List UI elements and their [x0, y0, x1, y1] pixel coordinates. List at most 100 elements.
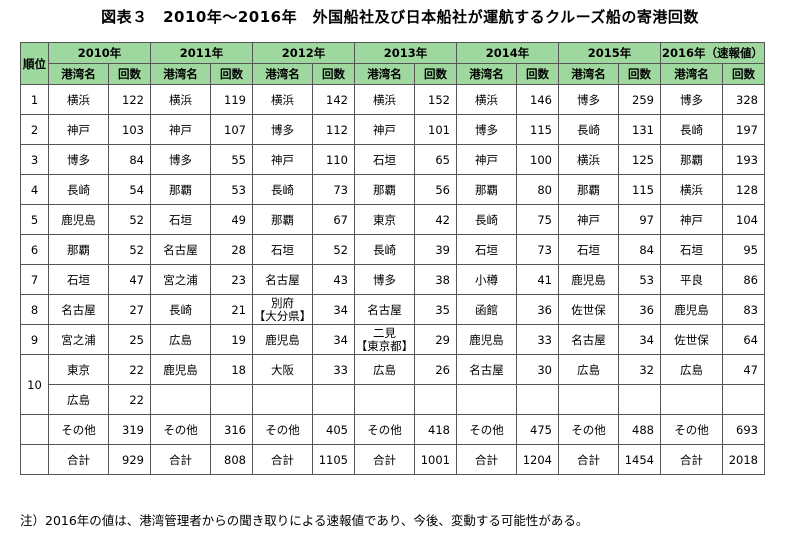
count-cell: 34 [618, 324, 661, 355]
port-name-cell: 博多 [456, 114, 517, 145]
port-name-cell: 佐世保 [558, 294, 619, 325]
port-name-cell: 合計 [150, 444, 211, 475]
count-cell: 36 [516, 294, 559, 325]
port-name-cell: 鹿児島 [456, 324, 517, 355]
rank-cell: 9 [20, 324, 49, 355]
port-name-cell: 那覇 [252, 204, 313, 235]
count-cell: 18 [210, 354, 253, 385]
port-name-cell: その他 [354, 414, 415, 445]
port-name-cell: 長崎 [558, 114, 619, 145]
rank-cell [20, 444, 49, 475]
count-cell: 693 [722, 414, 765, 445]
port-name-cell: 函館 [456, 294, 517, 325]
count-cell: 65 [414, 144, 457, 175]
count-cell: 26 [414, 354, 457, 385]
port-name-cell: 那覇 [558, 174, 619, 205]
count-cell: 125 [618, 144, 661, 175]
count-cell: 319 [108, 414, 151, 445]
port-name-cell: 博多 [558, 84, 619, 115]
count-cell: 1454 [618, 444, 661, 475]
port-name-cell: 合計 [456, 444, 517, 475]
port-name-cell: 石垣 [456, 234, 517, 265]
count-cell [210, 384, 253, 415]
count-header: 回数 [210, 63, 253, 85]
rank-cell: 5 [20, 204, 49, 235]
count-cell: 73 [516, 234, 559, 265]
count-header: 回数 [722, 63, 765, 85]
year-header: 2011年 [150, 42, 253, 64]
port-name-cell: 横浜 [150, 84, 211, 115]
count-cell: 32 [618, 354, 661, 385]
rank-cell: 7 [20, 264, 49, 295]
count-cell: 21 [210, 294, 253, 325]
port-name-cell: 広島 [558, 354, 619, 385]
count-cell: 110 [312, 144, 355, 175]
rank-cell: 4 [20, 174, 49, 205]
count-cell: 36 [618, 294, 661, 325]
table-row: 広島 22 [21, 384, 765, 415]
rank-header: 順位 [20, 42, 49, 85]
port-name-cell: 合計 [48, 444, 109, 475]
port-name-cell: 長崎 [48, 174, 109, 205]
port-name-cell: 広島 [354, 354, 415, 385]
count-cell [414, 384, 457, 415]
count-header: 回数 [108, 63, 151, 85]
count-cell: 54 [108, 174, 151, 205]
port-name-cell: 宮之浦 [48, 324, 109, 355]
count-cell: 19 [210, 324, 253, 355]
year-header: 2015年 [558, 42, 661, 64]
table-row: 3 博多 84 博多 55 神戸 110 石垣 65 神戸 100 横浜 125 那覇 193 [20, 144, 765, 175]
port-name-cell: 広島 [150, 324, 211, 355]
port-name-cell: 神戸 [48, 114, 109, 145]
count-cell: 34 [312, 324, 355, 355]
port-name-header: 港湾名 [150, 63, 211, 85]
port-name-cell: 石垣 [252, 234, 313, 265]
count-cell: 55 [210, 144, 253, 175]
count-cell: 1105 [312, 444, 355, 475]
count-cell: 47 [108, 264, 151, 295]
port-name-cell: 合計 [558, 444, 619, 475]
port-name-cell: 長崎 [252, 174, 313, 205]
count-cell: 101 [414, 114, 457, 145]
count-cell: 119 [210, 84, 253, 115]
count-cell: 41 [516, 264, 559, 295]
count-cell: 34 [312, 294, 355, 325]
port-name-cell: 宮之浦 [150, 264, 211, 295]
port-name-header: 港湾名 [354, 63, 415, 85]
count-cell: 52 [108, 234, 151, 265]
count-cell: 83 [722, 294, 765, 325]
count-cell: 49 [210, 204, 253, 235]
port-name-cell: 那覇 [150, 174, 211, 205]
count-cell: 28 [210, 234, 253, 265]
count-cell: 30 [516, 354, 559, 385]
count-cell: 27 [108, 294, 151, 325]
count-cell [722, 384, 765, 415]
port-name-cell: その他 [48, 414, 109, 445]
port-name-header: 港湾名 [660, 63, 723, 85]
count-cell: 33 [516, 324, 559, 355]
count-cell: 328 [722, 84, 765, 115]
table-row: 10 東京 22 鹿児島 18 大阪 33 広島 26 名古屋 30 広島 32 広島 47 [20, 354, 765, 415]
count-header: 回数 [312, 63, 355, 85]
count-cell [618, 384, 661, 415]
port-name-cell: 長崎 [354, 234, 415, 265]
port-name-cell: 鹿児島 [660, 294, 723, 325]
count-cell: 47 [722, 354, 765, 385]
count-cell: 1001 [414, 444, 457, 475]
port-name-cell: 横浜 [456, 84, 517, 115]
port-name-cell: 横浜 [558, 144, 619, 175]
table-row: 2 神戸 103 神戸 107 博多 112 神戸 101 博多 115 長崎 131 長崎 197 [20, 114, 765, 145]
count-cell: 23 [210, 264, 253, 295]
port-name-cell: 博多 [252, 114, 313, 145]
count-cell: 316 [210, 414, 253, 445]
count-cell: 75 [516, 204, 559, 235]
count-cell: 475 [516, 414, 559, 445]
port-name-cell: 横浜 [354, 84, 415, 115]
port-name-cell: 石垣 [660, 234, 723, 265]
count-cell: 197 [722, 114, 765, 145]
count-cell: 53 [210, 174, 253, 205]
port-name-cell: 名古屋 [558, 324, 619, 355]
port-name-cell: 那覇 [48, 234, 109, 265]
count-cell: 115 [618, 174, 661, 205]
port-name-cell [252, 384, 313, 415]
